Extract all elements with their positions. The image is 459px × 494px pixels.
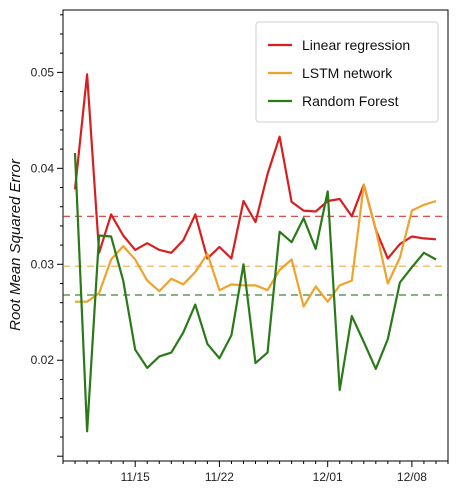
- y-tick-label: 0.05: [31, 65, 55, 79]
- y-tick-label: 0.04: [31, 161, 55, 175]
- legend-label: Random Forest: [302, 93, 399, 109]
- series-line-lstm-network: [75, 183, 437, 308]
- legend-box: [255, 21, 439, 123]
- legend: Linear regression LSTM network Random Fore…: [255, 21, 439, 123]
- legend-label: LSTM network: [302, 65, 393, 81]
- series-line-random-forest: [73, 152, 437, 433]
- y-tick-label: 0.02: [31, 353, 55, 367]
- legend-label: Linear regression: [302, 37, 410, 53]
- x-tick-label: 11/22: [205, 470, 234, 484]
- x-tick-label: 11/15: [121, 470, 150, 484]
- x-tick-label: 12/01: [313, 470, 343, 484]
- x-tick-label: 12/08: [397, 470, 427, 484]
- y-axis-title: Root Mean Squared Error: [7, 158, 24, 331]
- y-tick-label: 0.03: [31, 257, 55, 271]
